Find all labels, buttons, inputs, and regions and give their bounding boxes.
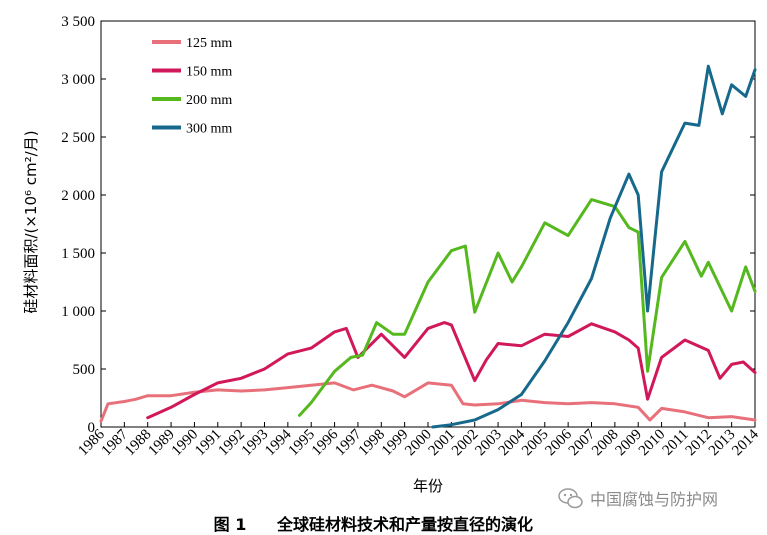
y-tick-label: 2 500	[61, 130, 95, 146]
y-tick-label: 0	[88, 420, 96, 436]
y-tick-label: 2 000	[61, 188, 95, 204]
legend-label-200-mm: 200 mm	[186, 93, 232, 108]
y-tick-labels: 0 500 1 000 1 500 2 000 2 500 3 000 3 500	[61, 14, 95, 436]
series-line-125-mm	[99, 381, 757, 423]
figure-caption: 全球硅材料技术和产量按直径的演化	[276, 515, 533, 534]
y-tick-label: 1 000	[61, 304, 95, 320]
legend-label-125-mm: 125 mm	[186, 36, 232, 51]
x-axis-title: 年份	[413, 477, 443, 495]
series-line-200-mm	[298, 198, 757, 417]
watermark: 中国腐蚀与防护网	[558, 488, 718, 509]
y-tick-label: 3 000	[61, 72, 95, 88]
axes	[100, 20, 756, 428]
y-tick-label: 1 500	[61, 246, 95, 262]
y-tick-label: 3 500	[61, 14, 95, 30]
y-tick-label: 500	[73, 362, 96, 378]
series-group	[99, 64, 757, 429]
wechat-icon	[558, 488, 583, 509]
legend-label-300-mm: 300 mm	[186, 122, 232, 137]
legend: 125 mm 150 mm 200 mm 300 mm	[152, 36, 232, 137]
watermark-text: 中国腐蚀与防护网	[590, 490, 718, 509]
legend-label-150-mm: 150 mm	[186, 65, 232, 80]
x-tick-labels: 1986198719881989199019911992199319941995…	[75, 426, 762, 459]
x-tick-label: 2014	[729, 426, 762, 459]
figure-label: 图 1	[214, 515, 247, 534]
y-axis-title: 硅材料面积/(×10⁶ cm²/月)	[22, 130, 40, 313]
series-line-150-mm	[146, 321, 757, 420]
series-line-300-mm	[431, 64, 757, 429]
